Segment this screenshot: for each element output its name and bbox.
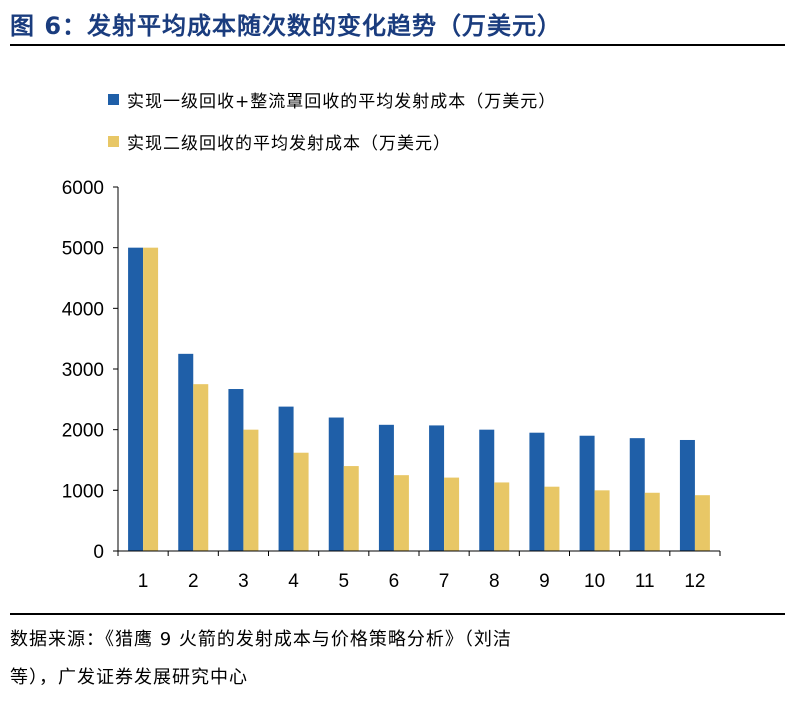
- legend-swatch-series1: [108, 93, 119, 105]
- bar-series2-4: [293, 452, 309, 551]
- source-line-2: 等），广发证券发展研究中心: [10, 667, 248, 688]
- y-tick-label-1000: 1000: [62, 481, 104, 502]
- y-tick-label-2000: 2000: [62, 421, 104, 442]
- bar-series1-12: [679, 439, 695, 551]
- bar-series2-10: [594, 490, 610, 551]
- x-tick-label-9: 9: [539, 571, 550, 592]
- source-line-1: 数据来源：《猎鹰 9 火箭的发射成本与价格策略分析》（刘洁: [10, 629, 512, 650]
- bar-series2-6: [393, 475, 409, 551]
- bar-series1-8: [479, 429, 495, 551]
- y-tick-label-6000: 6000: [62, 178, 104, 199]
- y-tick-label-5000: 5000: [62, 239, 104, 260]
- x-tick-label-6: 6: [389, 571, 400, 592]
- bar-series1-5: [328, 417, 344, 551]
- bar-series1-11: [629, 438, 645, 551]
- y-tick-label-0: 0: [93, 542, 104, 563]
- x-tick-label-2: 2: [188, 571, 199, 592]
- x-tick-label-8: 8: [489, 571, 500, 592]
- title-divider: [10, 44, 785, 46]
- bar-series1-2: [178, 353, 194, 551]
- source-note: 数据来源：《猎鹰 9 火箭的发射成本与价格策略分析》（刘洁 等），广发证券发展研…: [10, 621, 780, 697]
- x-tick-label-1: 1: [138, 571, 149, 592]
- bar-series1-9: [529, 432, 545, 551]
- legend-item-series1: 实现一级回收+整流罩回收的平均发射成本（万美元）: [108, 78, 556, 120]
- y-tick-label-4000: 4000: [62, 299, 104, 320]
- legend-label-series2: 实现二级回收的平均发射成本（万美元）: [127, 133, 451, 154]
- bar-series2-11: [644, 492, 660, 551]
- x-tick-label-4: 4: [288, 571, 299, 592]
- bar-series2-8: [494, 482, 510, 551]
- legend-item-series2: 实现二级回收的平均发射成本（万美元）: [108, 120, 556, 162]
- bar-series2-9: [544, 486, 560, 551]
- chart-legend: 实现一级回收+整流罩回收的平均发射成本（万美元） 实现二级回收的平均发射成本（万…: [108, 78, 556, 162]
- x-tick-label-12: 12: [684, 571, 705, 592]
- bar-series2-3: [243, 429, 259, 551]
- source-divider: [10, 613, 785, 615]
- bar-series2-5: [343, 466, 359, 551]
- x-tick-label-10: 10: [584, 571, 605, 592]
- bar-series2-12: [694, 495, 710, 551]
- legend-label-series1: 实现一级回收+整流罩回收的平均发射成本（万美元）: [127, 91, 557, 112]
- bar-series1-10: [579, 435, 595, 551]
- x-tick-label-11: 11: [635, 571, 655, 592]
- y-tick-label-3000: 3000: [62, 360, 104, 381]
- x-tick-label-3: 3: [238, 571, 249, 592]
- bar-series1-4: [278, 406, 294, 551]
- x-tick-label-7: 7: [439, 571, 450, 592]
- bar-series2-7: [444, 477, 460, 551]
- bar-series1-1: [128, 247, 144, 551]
- bar-series1-3: [228, 389, 244, 551]
- bar-series1-7: [429, 425, 445, 551]
- legend-swatch-series2: [108, 135, 119, 147]
- x-tick-label-5: 5: [338, 571, 349, 592]
- bar-series1-6: [378, 424, 394, 551]
- bar-series2-2: [193, 384, 209, 551]
- bar-series2-1: [143, 247, 159, 551]
- figure-title: 图 6：发射平均成本随次数的变化趋势（万美元）: [10, 12, 563, 40]
